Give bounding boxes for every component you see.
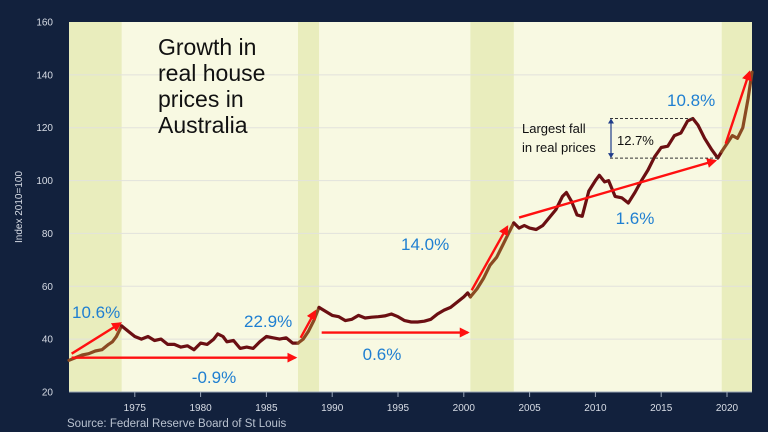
boom-period-bands: [69, 22, 752, 392]
growth-rate-label: 10.8%: [667, 91, 715, 110]
y-axis-title: Index 2010=100: [14, 171, 25, 243]
series-segment: [512, 116, 724, 232]
y-tick-label: 20: [42, 388, 54, 399]
x-tick-label: 1975: [124, 403, 147, 414]
y-tick-label: 100: [36, 176, 53, 187]
x-tick-label: 2020: [716, 403, 739, 414]
trend-arrow: [299, 309, 317, 339]
y-tick-label: 120: [36, 123, 53, 134]
chart-title: Growth in real house prices in Australia: [158, 34, 265, 138]
trend-arrow: [518, 158, 718, 219]
title-line-3: prices in: [158, 86, 244, 112]
boom-band: [297, 22, 320, 392]
fall-arrowhead-up: [608, 118, 614, 124]
y-tick-label: 40: [42, 335, 54, 346]
plot-background: [69, 22, 752, 392]
x-tick-label: 2015: [650, 403, 673, 414]
x-tick-label: 1985: [255, 403, 278, 414]
series-segment-boom: [720, 70, 754, 154]
x-tick-label: 2005: [518, 403, 541, 414]
largest-fall-annotation: Largest fall in real prices 12.7%: [522, 117, 718, 159]
x-tick-label: 2010: [584, 403, 607, 414]
growth-rate-label: 22.9%: [244, 312, 292, 331]
series-segment: [119, 324, 300, 352]
y-tick-label: 60: [42, 282, 54, 293]
y-tick-label: 80: [42, 229, 54, 240]
boom-band: [69, 22, 122, 392]
trend-arrows: 10.6% -0.9% 22.9% 0.6% 14.0% 1.6% 10.8%: [70, 70, 752, 387]
largest-fall-percent: 12.7%: [617, 133, 654, 148]
x-tick-label: 1990: [321, 403, 344, 414]
gridlines: [69, 74, 752, 340]
title-line-1: Growth in: [158, 34, 256, 60]
y-axis: 20 40 60 80 100 120 140 160: [36, 18, 53, 399]
y-tick-label: 160: [36, 18, 53, 29]
y-tick-label: 140: [36, 70, 53, 81]
growth-rate-label: 0.6%: [363, 345, 402, 364]
source-note: Source: Federal Reserve Board of St Loui…: [67, 418, 287, 430]
x-tick-label: 1995: [387, 403, 410, 414]
largest-fall-label-line-2: in real prices: [522, 140, 596, 155]
fall-bracket: [608, 117, 718, 159]
plot-area: [69, 22, 752, 392]
series-segment-boom: [67, 324, 124, 362]
growth-rate-label: 14.0%: [401, 235, 449, 254]
growth-rate-label: -0.9%: [192, 368, 236, 387]
title-line-2: real house: [158, 60, 265, 86]
x-tick-label: 1980: [189, 403, 212, 414]
growth-rate-label: 10.6%: [72, 303, 120, 322]
boom-band: [721, 22, 752, 392]
title-line-4: Australia: [158, 112, 248, 138]
fall-arrowhead-down: [608, 153, 614, 159]
series-segment: [317, 291, 472, 324]
trend-arrow: [724, 70, 752, 144]
x-axis: 1975 1980 1985 1990 1995 2000 2005 2010 2015 2020: [69, 391, 752, 414]
growth-rate-label: 1.6%: [616, 209, 655, 228]
largest-fall-label-line-1: Largest fall: [522, 121, 586, 136]
boom-band: [470, 22, 514, 392]
trend-arrow: [70, 322, 123, 355]
x-tick-label: 2000: [453, 403, 476, 414]
trend-arrow: [470, 225, 509, 291]
